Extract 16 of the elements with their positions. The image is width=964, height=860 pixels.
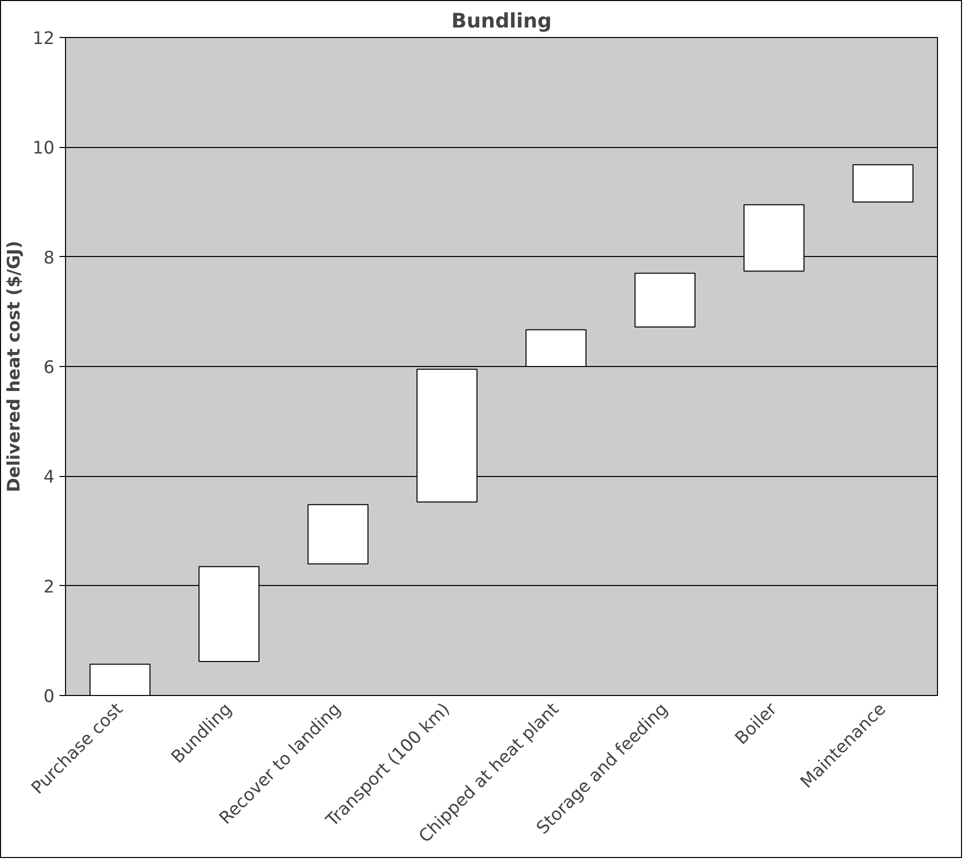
chart-title: Bundling <box>451 8 552 32</box>
bar <box>308 504 368 564</box>
y-tick-label: 10 <box>32 138 55 159</box>
bar <box>852 164 914 202</box>
bar <box>416 368 478 502</box>
bar <box>526 329 586 367</box>
y-tick-label: 6 <box>43 358 55 378</box>
y-tick-label: 8 <box>43 248 55 268</box>
y-tick-label: 4 <box>43 468 55 488</box>
y-tick-label: 2 <box>43 577 55 598</box>
y-tick-label: 12 <box>32 29 55 49</box>
y-axis-title: Delivered heat cost ($/GJ) <box>4 240 24 492</box>
bar <box>634 272 696 328</box>
y-tick-label: 0 <box>43 687 55 707</box>
bar <box>744 204 804 272</box>
bar <box>90 664 150 696</box>
